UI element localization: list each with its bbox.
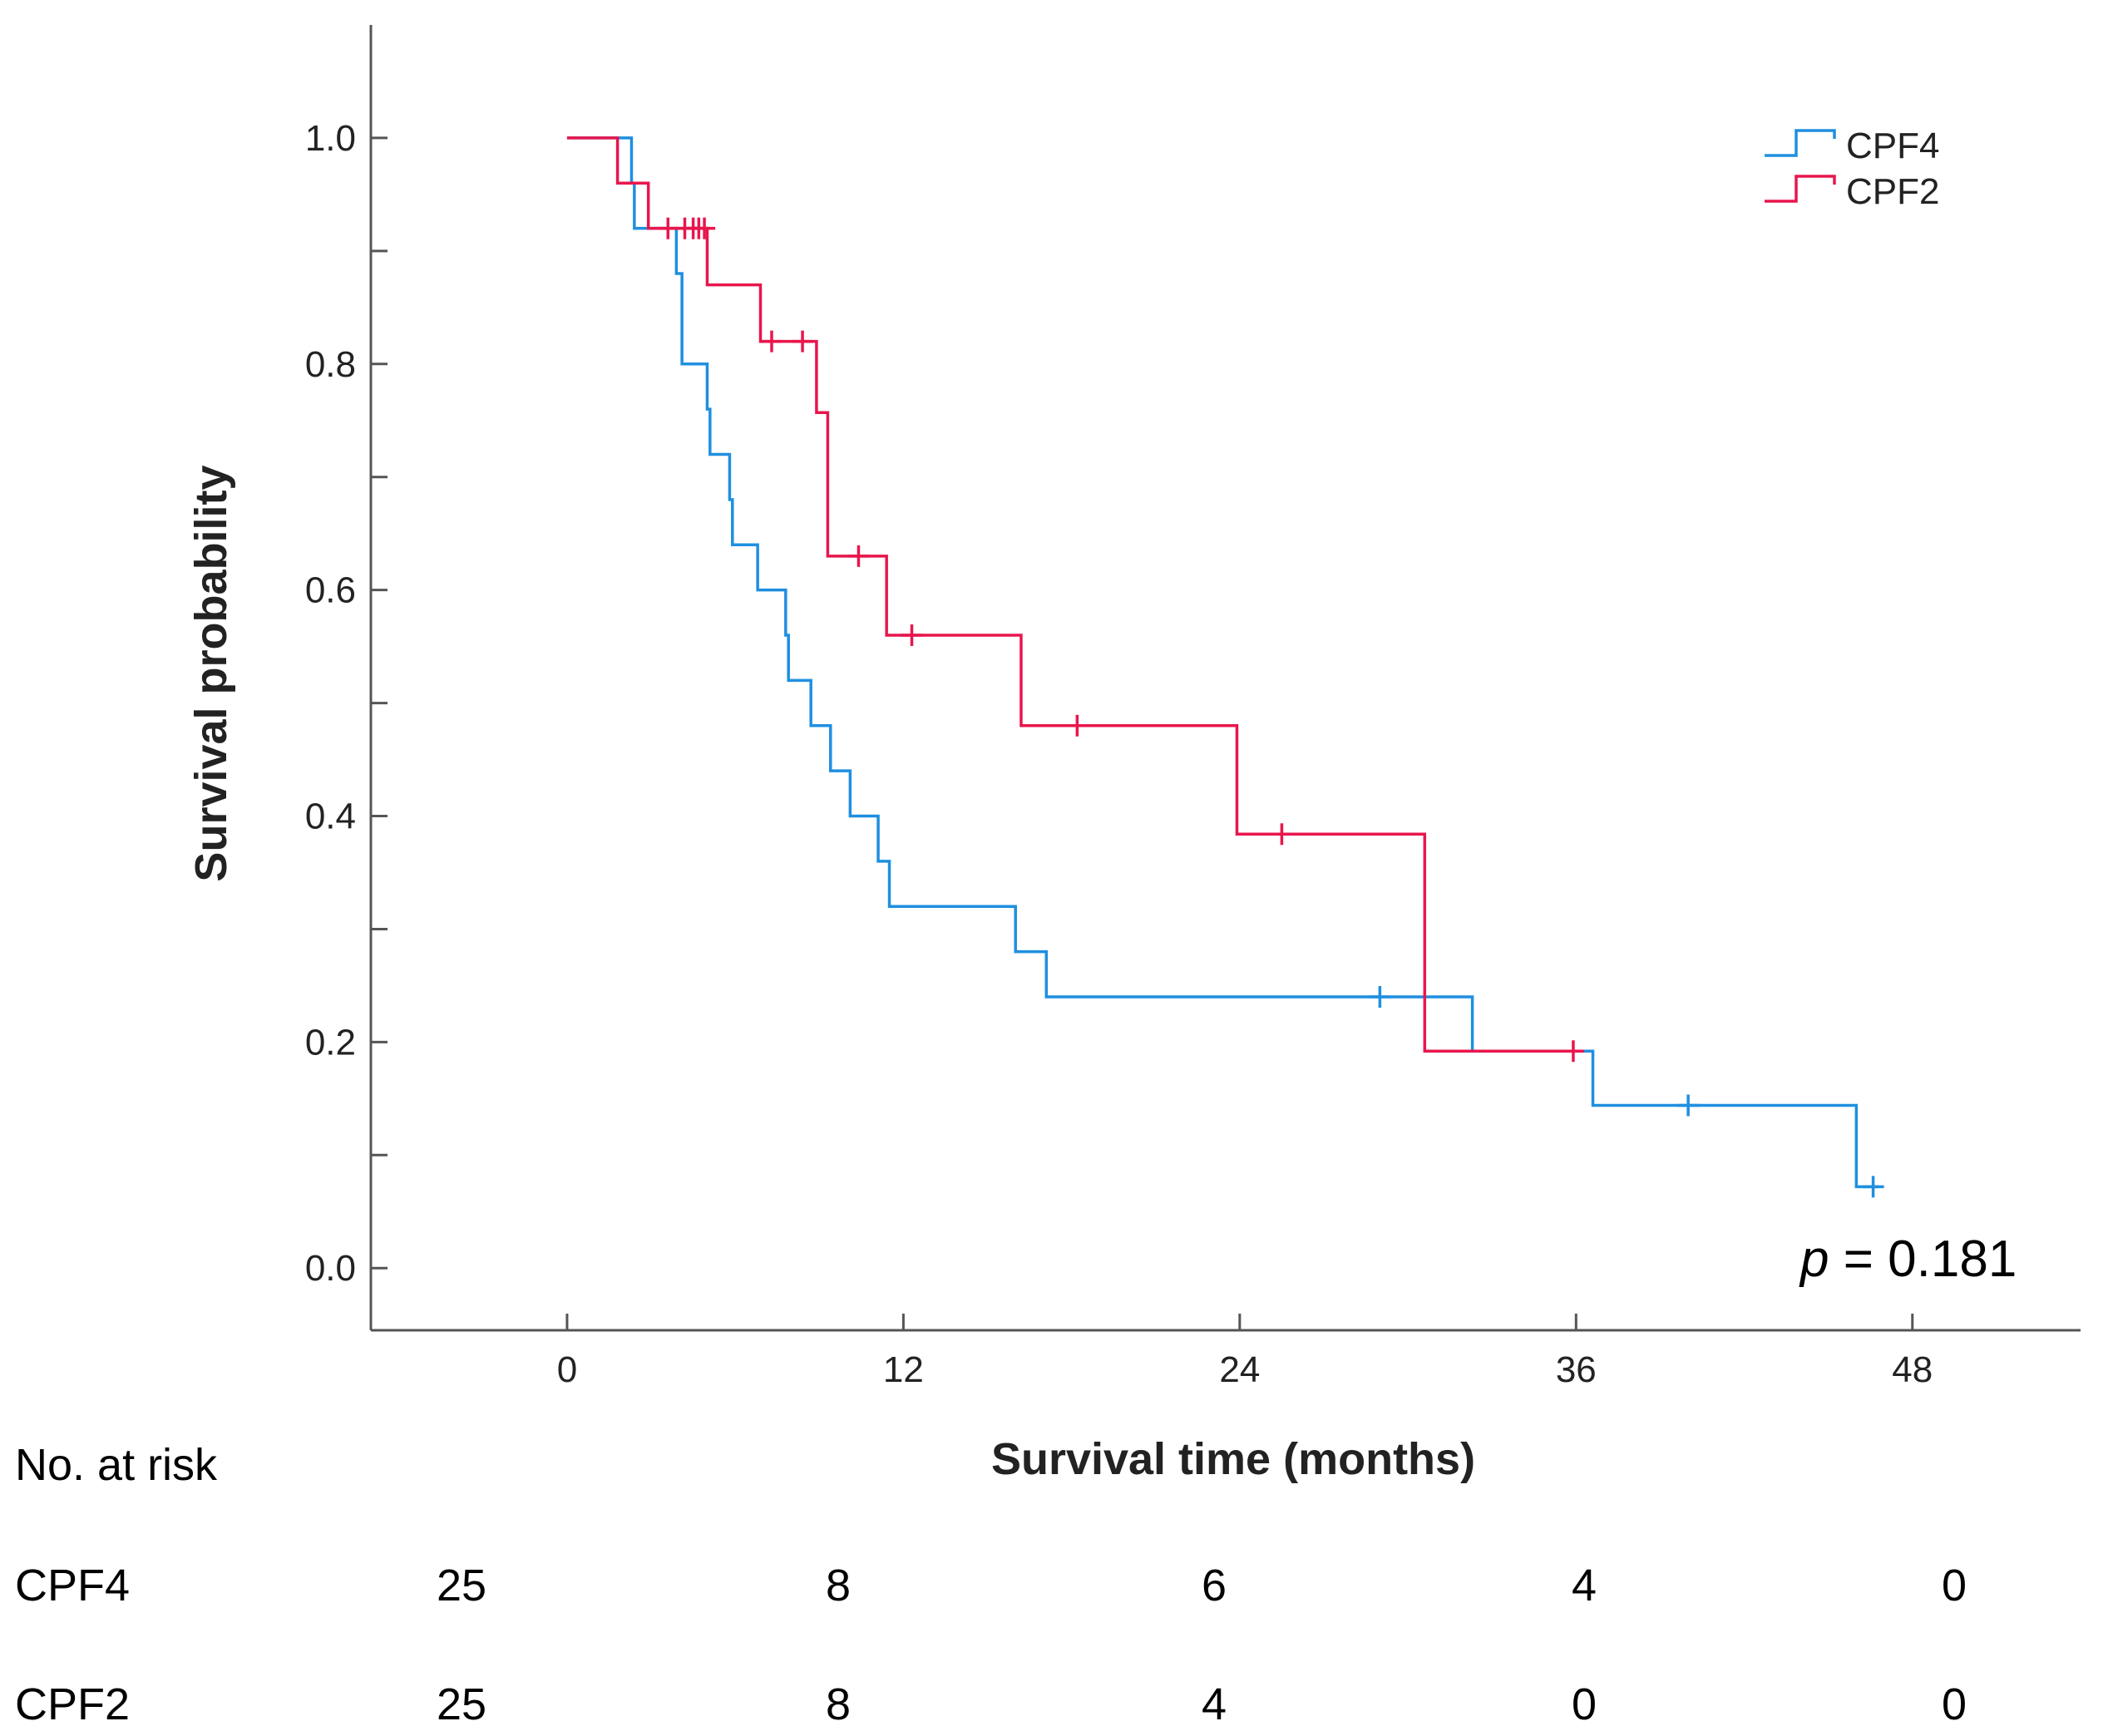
risk-table: No. at risk CPF4 25 8 6 4 0 CPF2 25 8 4 0 0: [15, 1440, 1967, 1729]
risk-count: 8: [826, 1679, 851, 1729]
y-tick-label: 0.2: [305, 1022, 356, 1063]
legend: CPF4 CPF2: [1765, 126, 1939, 212]
risk-row-label: CPF4: [15, 1561, 130, 1610]
km-curve-cpf4: [566, 136, 1879, 1189]
risk-count: 8: [826, 1561, 851, 1610]
x-axis-ticks: 0 12 24 36 48: [557, 1314, 1933, 1390]
risk-row-label: CPF2: [15, 1679, 130, 1729]
series-group: [566, 136, 1884, 1198]
risk-count: 0: [1942, 1679, 1967, 1729]
risk-count: 4: [1202, 1679, 1227, 1729]
x-tick-label: 36: [1556, 1349, 1597, 1390]
legend-label-cpf4: CPF4: [1846, 126, 1939, 166]
legend-symbol-cpf2: [1765, 175, 1836, 203]
axes: [369, 25, 2081, 1332]
p-value-number: = 0.181: [1829, 1230, 2017, 1288]
y-axis-ticks: 0.0 0.2 0.4 0.6 0.8 1.0: [305, 118, 388, 1289]
x-axis-title: Survival time (months): [991, 1434, 1475, 1484]
y-tick-label: 1.0: [305, 118, 356, 159]
risk-count: 0: [1942, 1561, 1967, 1610]
y-axis-title: Survival probability: [186, 465, 236, 881]
y-tick-label: 0.6: [305, 570, 356, 611]
legend-label-cpf2: CPF2: [1846, 171, 1939, 212]
x-tick-label: 48: [1892, 1349, 1933, 1390]
risk-count: 25: [437, 1561, 486, 1610]
p-value-symbol: p: [1799, 1230, 1829, 1288]
x-tick-label: 12: [883, 1349, 924, 1390]
y-tick-label: 0.4: [305, 796, 356, 837]
x-tick-label: 0: [557, 1349, 577, 1390]
risk-count: 0: [1572, 1679, 1597, 1729]
y-tick-label: 0.0: [305, 1248, 356, 1289]
risk-count: 4: [1572, 1561, 1597, 1610]
y-tick-label: 0.8: [305, 344, 356, 385]
risk-table-title: No. at risk: [15, 1440, 218, 1490]
legend-symbol-cpf4: [1765, 129, 1836, 157]
risk-count: 6: [1202, 1561, 1227, 1610]
x-tick-label: 24: [1219, 1349, 1260, 1390]
p-value: p = 0.181: [1799, 1230, 2017, 1288]
risk-count: 25: [437, 1679, 486, 1729]
km-curve-cpf2: [566, 136, 1577, 1053]
